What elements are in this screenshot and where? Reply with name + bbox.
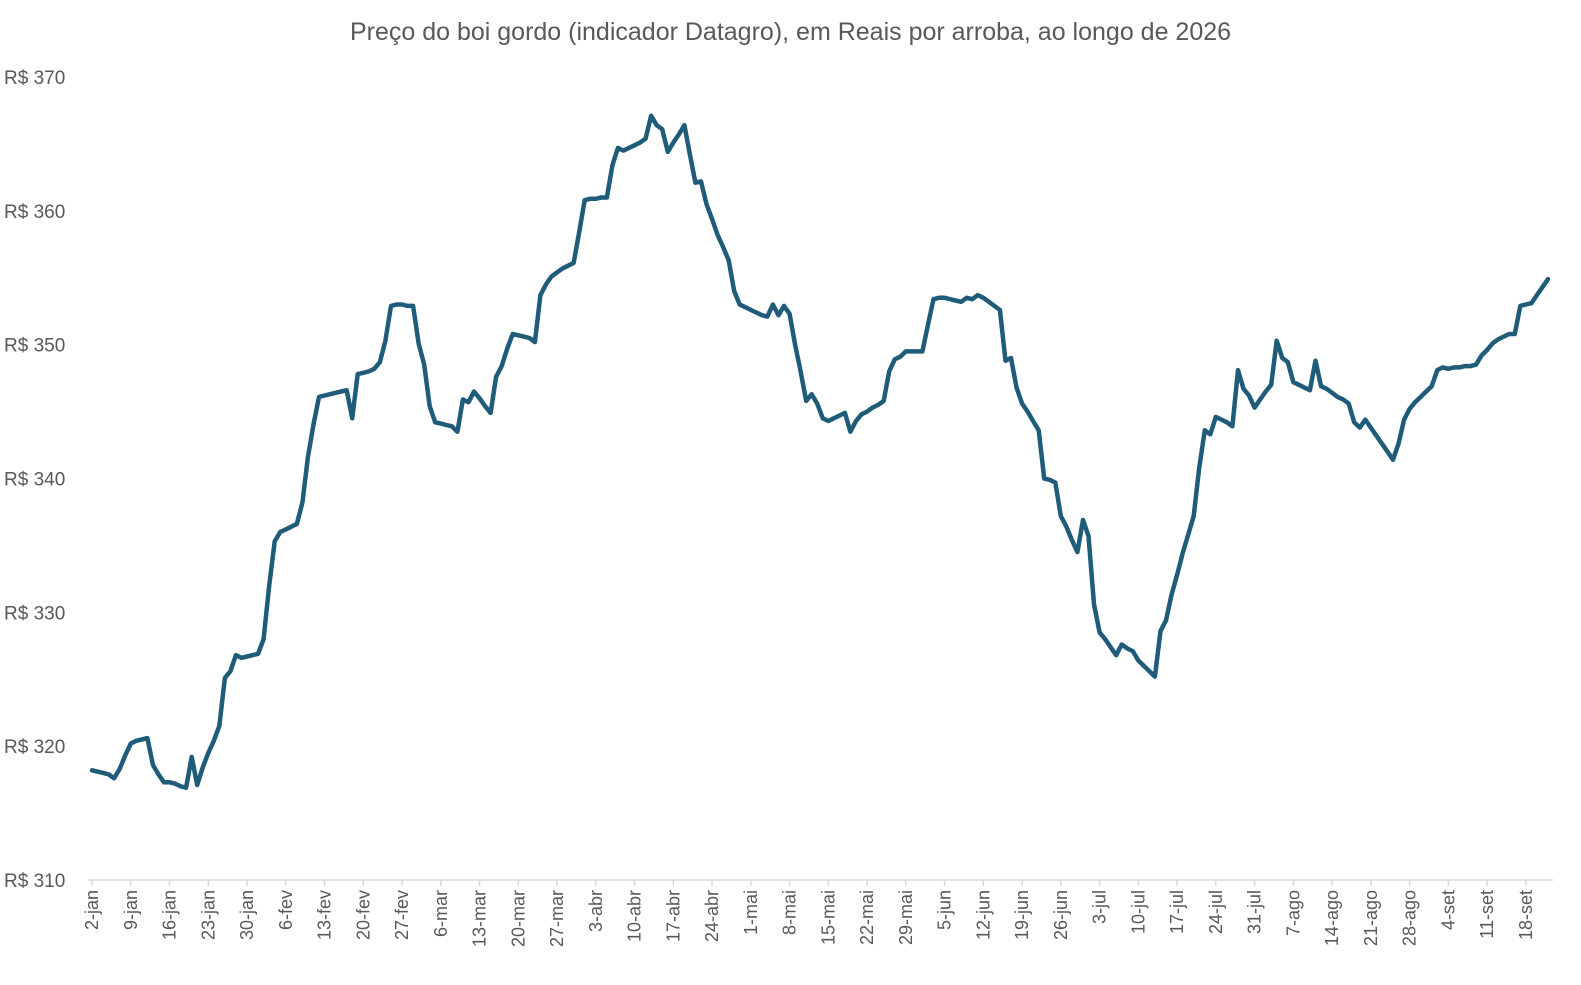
y-tick-label: R$ 310 [4,871,65,892]
y-tick-label: R$ 320 [4,737,65,758]
x-tick-label: 30-jan [237,890,257,940]
y-tick-label: R$ 360 [4,202,65,223]
x-tick-label: 5-jun [935,890,955,930]
x-tick-label: 3-abr [586,890,606,932]
x-tick-label: 21-ago [1361,890,1381,946]
x-tick-label: 7-ago [1283,890,1303,936]
x-tick-label: 1-mai [741,890,761,935]
y-tick-label: R$ 370 [4,68,65,89]
x-tick-label: 12-jun [973,890,993,940]
y-tick-label: R$ 350 [4,336,65,357]
x-tick-label: 23-jan [198,890,218,940]
y-tick-label: R$ 330 [4,603,65,624]
x-tick-label: 28-ago [1400,890,1420,946]
x-tick-label: 13-mar [470,890,490,947]
x-tick-label: 15-mai [818,890,838,945]
x-tick-label: 20-fev [353,890,373,940]
x-tick-label: 8-mai [780,890,800,935]
x-tick-label: 4-set [1438,890,1458,930]
x-tick-label: 27-fev [392,890,412,940]
x-tick-label: 19-jun [1012,890,1032,940]
y-tick-label: R$ 340 [4,470,65,491]
x-tick-label: 24-jul [1206,890,1226,934]
x-tick-label: 17-jul [1167,890,1187,934]
x-tick-label: 3-jul [1090,890,1110,924]
x-tick-label: 10-jul [1128,890,1148,934]
x-tick-label: 11-set [1477,890,1497,939]
x-tick-label: 10-abr [625,890,645,942]
x-tick-label: 27-mar [547,890,567,947]
x-tick-label: 17-abr [663,890,683,942]
chart-title: Preço do boi gordo (indicador Datagro), … [349,18,1232,46]
x-tick-label: 29-mai [896,890,916,945]
x-tick-label: 18-set [1516,890,1536,940]
x-tick-label: 16-jan [160,890,180,940]
x-tick-label: 20-mar [508,890,528,947]
x-tick-label: 24-abr [702,890,722,942]
x-axis-ticks: 2-jan 9-jan 16-jan 23-jan 30-jan 6-fev 13-fev 2… [82,880,1536,947]
x-tick-label: 2-jan [82,890,102,930]
x-tick-label: 9-jan [121,890,141,930]
series-group [89,113,1551,790]
series-line [89,113,1551,790]
x-tick-label: 13-fev [315,890,335,940]
x-tick-label: 6-mar [431,890,451,937]
x-tick-label: 6-fev [276,890,296,930]
x-tick-label: 22-mai [857,890,877,945]
x-tick-label: 26-jun [1051,890,1071,940]
x-tick-label: 31-jul [1245,890,1265,934]
x-tick-label: 14-ago [1322,890,1342,946]
y-axis-ticks: R$ 310 R$ 320 R$ 330 R$ 340 R$ 350 R$ 360 R$ 3… [4,68,65,892]
